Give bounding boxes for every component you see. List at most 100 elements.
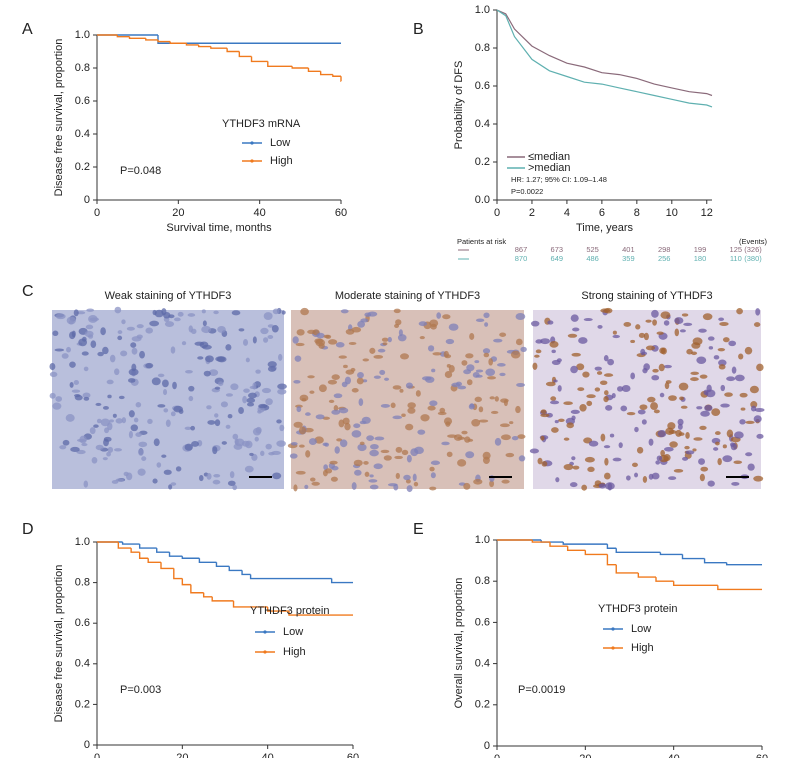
cell [54,348,65,352]
cell [251,453,258,461]
cell [296,329,305,336]
cell [623,322,632,327]
cell [163,408,169,413]
cell [225,344,232,351]
cell [100,327,106,336]
cell [634,426,639,433]
cell [690,377,699,382]
survival-step [267,61,293,68]
risk-count: 649 [551,254,564,263]
cell [663,320,670,326]
cell [679,396,684,401]
cell [188,395,194,402]
cell [483,312,490,319]
cell [726,376,736,382]
cell [102,406,109,410]
cell [551,427,559,433]
cell [331,409,341,415]
survival-step [606,544,617,549]
cell [496,363,506,367]
cell [300,307,309,316]
survival-step [659,552,683,556]
cell [431,368,436,373]
x-tick-label: 60 [347,752,359,758]
cell [457,385,467,390]
cell [126,326,135,331]
y-tick-label: 0.8 [475,42,490,54]
cell [699,473,705,482]
cell [163,389,168,396]
cell [345,369,355,375]
cell [754,407,765,413]
cell [199,475,204,482]
cell [549,340,559,348]
cell [603,355,609,362]
cell [279,424,285,432]
risk-events: (380) [744,254,762,263]
cell [161,308,167,316]
x-tick-label: 2 [529,207,535,219]
cell [307,375,315,379]
cell [407,402,416,409]
survival-step [211,596,234,602]
cell [138,441,148,448]
cell [181,341,187,346]
cell [348,341,357,345]
cell [474,396,482,403]
cell [412,473,417,482]
risk-count: 110 [730,254,742,263]
survival-step [215,562,230,568]
cell [731,366,737,374]
cell [399,388,404,393]
cell [620,405,628,412]
cell [698,458,706,465]
cell [430,472,436,479]
cell [685,432,690,439]
y-tick-label: 0.2 [75,698,90,710]
survival-step [562,542,608,545]
risk-events: (326) [744,245,762,254]
cell [70,446,80,452]
cell [213,310,219,315]
cell [397,334,407,342]
cell [331,465,339,471]
cell [359,441,365,446]
cell [598,483,607,489]
cell [301,398,307,402]
cell [406,485,413,493]
cell [730,443,738,451]
y-tick-label: 1.0 [475,4,490,16]
stain-image [49,306,287,491]
cell [696,406,703,410]
cell [373,354,384,359]
annotation: P=0.0022 [511,187,543,196]
cell [700,410,710,417]
cell [659,347,666,354]
x-axis-label: Survival time, months [166,222,272,234]
legend-marker [250,141,254,145]
cell [214,386,221,390]
cell [731,481,740,486]
cell [647,396,656,403]
legend-marker [263,630,267,634]
cell [366,435,375,442]
cell [49,362,56,371]
cell [630,372,636,380]
cell [663,454,671,462]
cell [214,419,221,427]
y-tick-label: 0.4 [75,128,90,140]
cell [739,419,746,425]
cell [720,403,730,408]
cell [214,413,219,418]
cell [330,476,338,482]
cell [530,320,540,327]
y-axis-label: Disease free survival, proportion [53,39,65,197]
cell [128,410,135,418]
cell [648,473,654,480]
survival-step [173,568,183,580]
x-tick-label: 40 [254,207,266,219]
y-tick-label: 0.6 [75,617,90,629]
cell [354,469,362,476]
cell [665,427,674,435]
legend-title: YTHDF3 protein [598,603,677,615]
